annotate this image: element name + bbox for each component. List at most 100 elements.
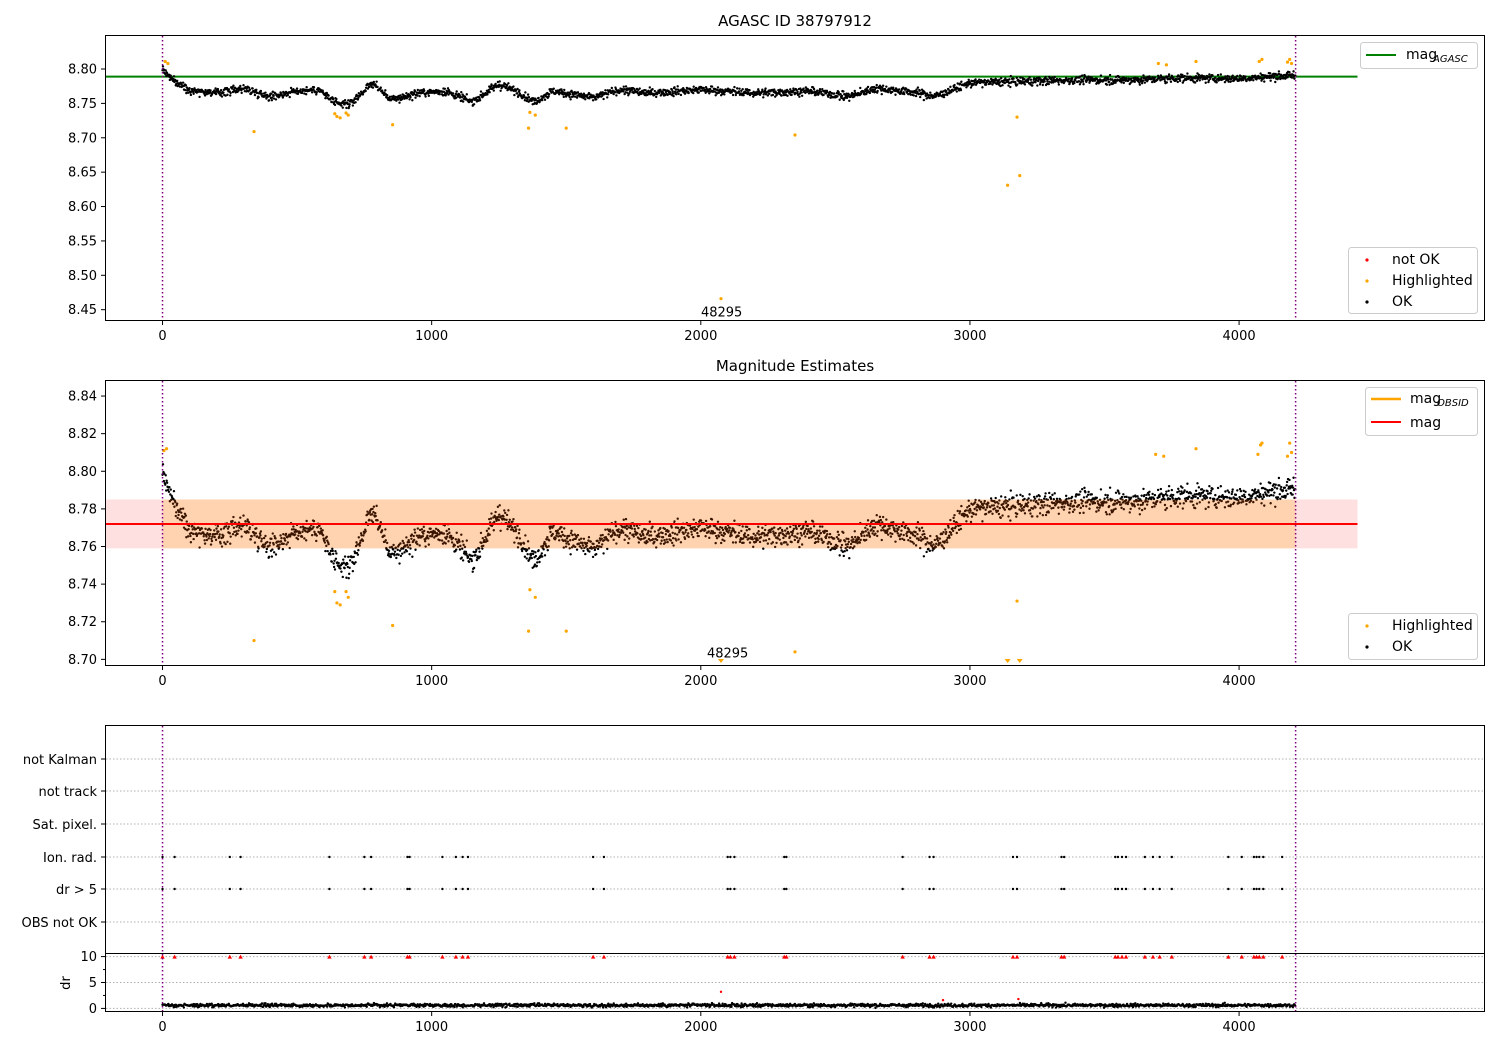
ok-point [1193,506,1197,510]
ok-point [696,531,699,535]
ok-point [256,535,259,538]
ok-point [455,96,458,99]
ok-point [1018,502,1022,506]
ok-point [1209,496,1212,500]
ok-point [475,96,478,99]
ok-point [496,505,500,509]
ok-point [847,537,850,541]
ok-point [1052,506,1055,510]
ok-point [1182,79,1185,82]
ok-point [671,531,674,534]
ok-point [398,562,401,565]
ok-point [186,535,190,538]
ok-point [410,537,413,541]
ok-point [969,82,972,85]
ok-point [224,542,227,546]
ok-point [220,545,224,548]
ok-point [164,474,167,477]
ok-point [1107,498,1110,502]
ok-point [947,88,950,91]
ok-point [1106,496,1109,499]
ok-point [576,533,580,537]
ok-point [881,84,885,87]
ok-point [912,534,915,537]
ok-point [332,562,335,565]
ok-point [720,533,723,537]
ok-point [455,548,458,551]
highlighted-point [1018,173,1022,178]
ok-point [274,537,277,540]
ok-point [460,556,463,559]
ok-point [957,524,960,528]
ok-point [277,546,281,549]
ok-point [1117,490,1120,493]
ok-point [279,534,282,537]
ok-point [923,532,926,536]
ok-point [534,554,538,558]
ok-point [1186,72,1189,75]
ok-point [981,86,984,89]
ok-point [576,91,580,94]
ok-point [865,534,869,537]
ok-point [1215,81,1218,84]
ok-point [1099,74,1103,77]
ok-point [691,526,695,529]
ok-point [1202,489,1206,492]
ok-point [869,524,872,528]
ok-point [366,510,369,513]
ok-point [664,533,668,536]
ok-point [625,527,629,531]
ok-point [410,90,414,94]
ok-point [562,95,565,99]
ok-point [315,91,318,94]
ok-point [507,521,511,524]
ok-point [554,536,557,540]
ok-point [1047,82,1050,86]
ok-point [1134,495,1137,498]
ok-point [224,94,227,97]
ok-point [907,538,910,542]
ok-point [335,97,338,101]
ok-point [717,535,721,538]
ok-point [980,505,983,509]
ok-point [859,86,862,90]
ok-point [1020,504,1023,507]
ok-point [590,546,594,550]
ok-point [1128,511,1131,514]
ok-point [622,531,625,534]
ok-point [978,508,982,511]
ok-point [1227,75,1231,78]
ok-point [602,552,605,555]
ok-point [574,545,577,549]
ok-point [1008,498,1011,501]
ok-point [561,91,565,94]
ok-point [578,538,581,542]
ok-point [724,525,727,529]
ok-point [1204,507,1207,511]
ok-point [461,547,464,550]
ok-point [818,529,821,532]
ok-point [877,519,881,522]
ok-point [710,85,714,88]
ok-point [807,536,811,540]
ok-point [257,96,260,99]
ok-point [284,532,288,536]
ok-point [557,532,560,535]
ok-point [677,531,681,534]
ok-point [997,512,1001,516]
ok-point [872,85,876,89]
ok-point [1181,73,1184,77]
ok-point [991,512,994,516]
ok-point [295,87,299,90]
ok-point [463,545,467,549]
ok-point [764,93,768,96]
ok-point [728,88,732,91]
ok-point [1242,493,1246,496]
ok-point [1147,493,1151,496]
ok-point [233,530,236,534]
ok-point [490,83,493,86]
ok-point [853,95,856,98]
ok-point [911,540,914,544]
ok-point [168,486,171,489]
ok-point [967,509,970,512]
